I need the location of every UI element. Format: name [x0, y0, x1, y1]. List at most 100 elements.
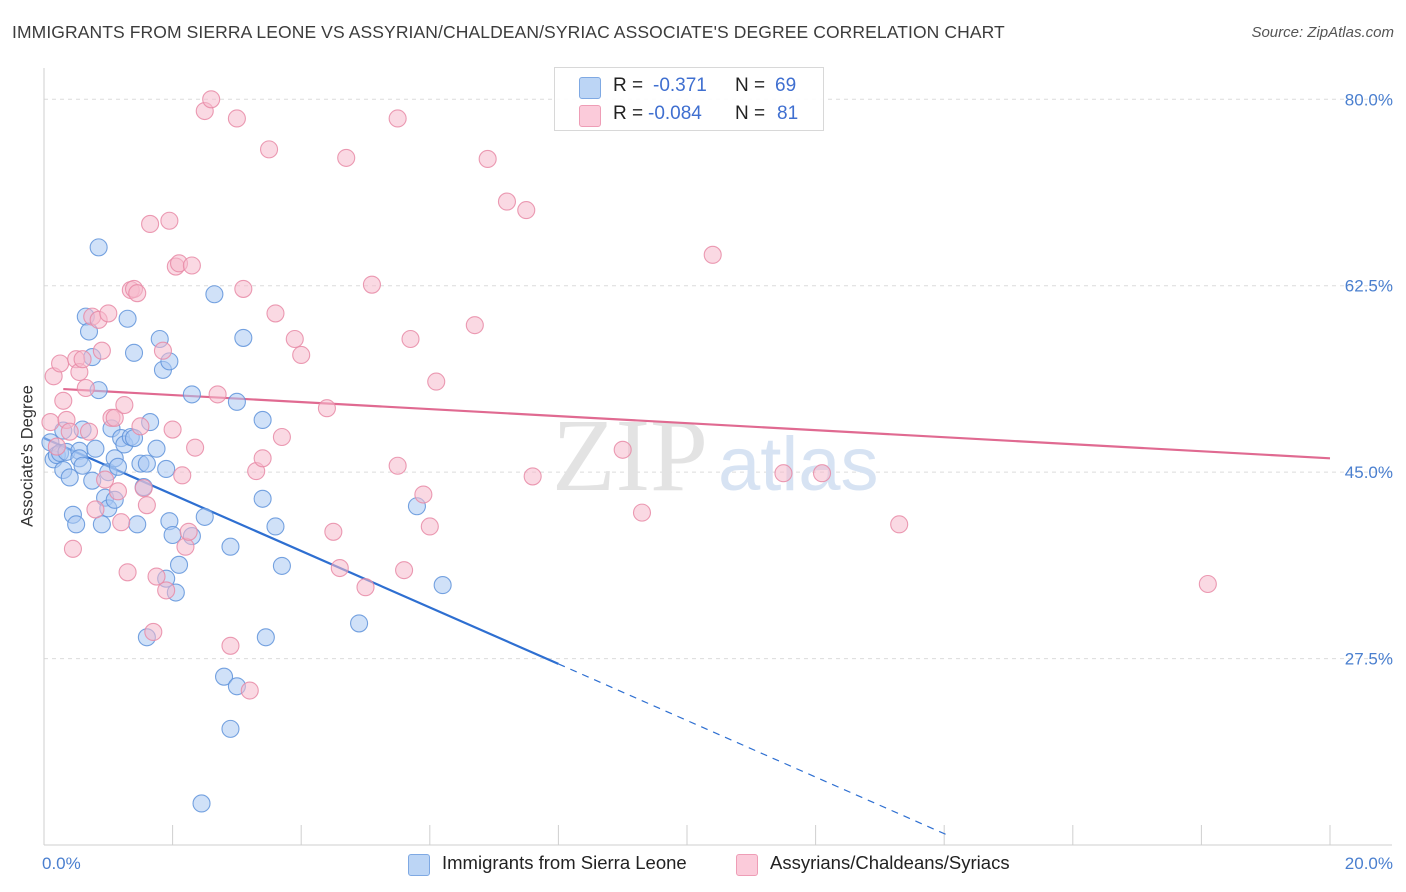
point-assyrian: [362, 275, 381, 294]
point-assyrian: [144, 622, 163, 641]
point-assyrian: [1198, 574, 1217, 594]
point-sierra-leone: [73, 456, 92, 475]
y-tick-label: 45.0%: [1345, 463, 1393, 482]
point-sierra-leone: [256, 628, 275, 647]
point-assyrian: [890, 515, 909, 534]
point-assyrian: [131, 417, 150, 436]
point-sierra-leone: [89, 238, 108, 257]
point-sierra-leone: [192, 794, 211, 813]
bottom-legend-label-blue: Immigrants from Sierra Leone: [442, 852, 687, 873]
point-assyrian: [388, 456, 407, 475]
point-assyrian: [176, 537, 195, 556]
point-assyrian: [401, 329, 420, 349]
point-assyrian: [160, 211, 179, 230]
point-assyrian: [108, 482, 127, 501]
point-assyrian: [774, 464, 793, 483]
legend-n-value: 69: [775, 75, 797, 96]
trend-line-assyrian: [63, 387, 1331, 460]
point-sierra-leone: [157, 459, 176, 479]
trend-line-sierra-leone: [43, 437, 559, 665]
point-assyrian: [202, 90, 221, 109]
legend-n-value: 81: [777, 103, 799, 124]
point-assyrian: [395, 561, 414, 580]
point-sierra-leone: [253, 410, 272, 430]
data-points: [41, 90, 1217, 813]
point-assyrian: [134, 479, 153, 498]
point-assyrian: [285, 329, 304, 349]
trend-lines: [43, 387, 1331, 838]
point-assyrian: [182, 256, 201, 275]
point-assyrian: [227, 109, 246, 128]
point-sierra-leone: [147, 439, 166, 458]
legend-n-label: N =: [735, 103, 766, 124]
point-assyrian: [60, 422, 79, 441]
y-tick-label: 62.5%: [1345, 277, 1393, 296]
point-assyrian: [272, 427, 291, 447]
watermark-atlas: atlas: [718, 422, 879, 507]
point-sierra-leone: [137, 454, 156, 473]
point-assyrian: [259, 140, 279, 159]
point-assyrian: [478, 149, 497, 169]
point-assyrian: [292, 345, 311, 365]
chart-title: IMMIGRANTS FROM SIERRA LEONE VS ASSYRIAN…: [12, 22, 1005, 42]
point-assyrian: [465, 316, 484, 335]
correlation-legend: R = -0.371 N = 69 R = -0.084 N = 81: [554, 67, 824, 131]
point-assyrian: [141, 214, 160, 233]
point-assyrian: [234, 279, 253, 298]
grid-lines: [44, 98, 1392, 660]
legend-r-label: R =: [613, 75, 644, 96]
point-assyrian: [523, 467, 542, 486]
x-tick-label: 20.0%: [1345, 854, 1393, 873]
point-assyrian: [356, 578, 375, 597]
point-assyrian: [324, 522, 343, 541]
point-assyrian: [266, 304, 285, 323]
legend-r-value: -0.084: [648, 103, 702, 124]
point-assyrian: [186, 438, 205, 457]
point-assyrian: [54, 391, 73, 410]
point-assyrian: [330, 558, 349, 578]
point-assyrian: [427, 372, 446, 391]
legend-swatch-blue: [579, 77, 601, 99]
point-sierra-leone: [221, 719, 240, 738]
legend-row-assyrian: R = -0.084 N = 81: [555, 100, 823, 130]
point-sierra-leone: [195, 507, 214, 526]
point-sierra-leone: [205, 285, 224, 304]
point-sierra-leone: [433, 576, 452, 595]
point-assyrian: [112, 513, 131, 532]
point-sierra-leone: [108, 457, 127, 476]
point-assyrian: [41, 413, 60, 432]
point-assyrian: [208, 385, 227, 404]
point-sierra-leone: [169, 555, 189, 574]
point-assyrian: [118, 563, 137, 582]
point-assyrian: [179, 522, 198, 541]
point-assyrian: [47, 437, 66, 456]
point-sierra-leone: [86, 439, 105, 458]
point-assyrian: [137, 496, 156, 515]
point-assyrian: [420, 517, 439, 536]
point-sierra-leone: [67, 515, 86, 534]
point-assyrian: [163, 420, 182, 439]
y-tick-label: 27.5%: [1345, 650, 1393, 669]
point-assyrian: [115, 395, 134, 415]
watermark-zip: ZIP: [552, 398, 708, 513]
point-sierra-leone: [124, 343, 144, 362]
point-assyrian: [414, 485, 433, 504]
point-sierra-leone: [214, 667, 234, 686]
axes: [43, 68, 1392, 846]
point-assyrian: [105, 408, 124, 427]
point-assyrian: [388, 109, 407, 128]
point-sierra-leone: [227, 392, 246, 411]
trend-extension-sierra-leone: [558, 663, 951, 838]
point-assyrian: [517, 201, 536, 220]
point-assyrian: [613, 440, 632, 459]
y-tick-label: 80.0%: [1345, 90, 1393, 109]
point-sierra-leone: [128, 515, 147, 534]
point-assyrian: [147, 567, 166, 586]
point-assyrian: [86, 500, 105, 519]
point-assyrian: [92, 341, 111, 360]
point-sierra-leone: [60, 468, 79, 487]
point-sierra-leone: [266, 517, 285, 536]
watermark: ZIP atlas: [552, 398, 879, 513]
point-assyrian: [79, 422, 99, 441]
point-assyrian: [173, 466, 192, 485]
